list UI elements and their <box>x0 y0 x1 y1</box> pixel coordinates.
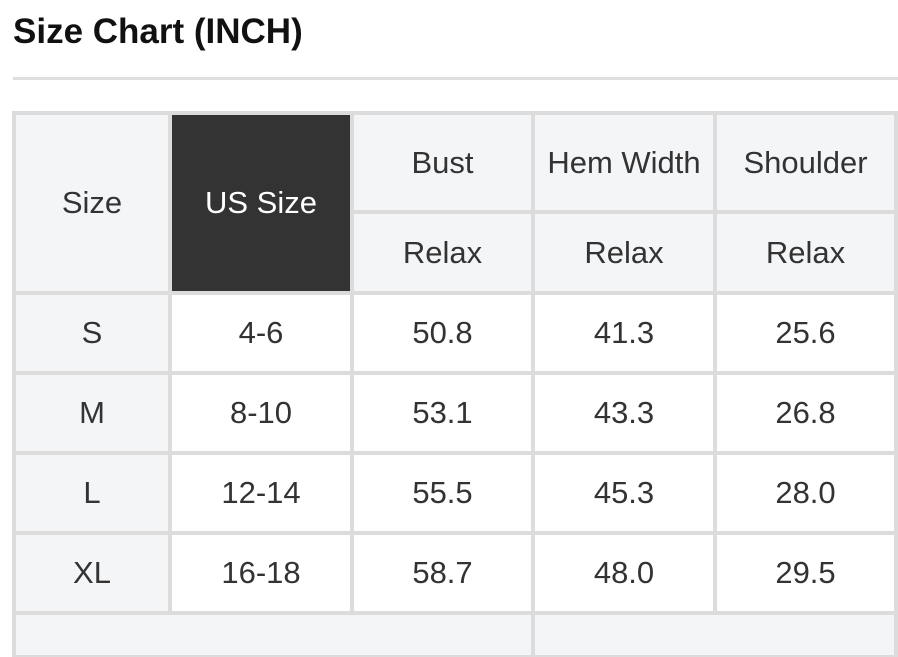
table-cell: 4-6 <box>168 291 354 375</box>
page-title: Size Chart (INCH) <box>13 12 303 51</box>
size-chart-table: Size US Size Bust Hem Width Shoulder Rel… <box>12 111 898 657</box>
divider <box>13 77 898 80</box>
table-cell: 58.7 <box>350 531 535 615</box>
header-size: Size <box>12 111 172 295</box>
table-cell: 16-18 <box>168 531 354 615</box>
header-bust: Bust <box>350 111 535 214</box>
size-label-cell: S <box>12 291 172 375</box>
header-hem-width: Hem Width <box>531 111 717 214</box>
table-cell <box>12 611 535 657</box>
table-cell: 53.1 <box>350 371 535 455</box>
table-cell: 8-10 <box>168 371 354 455</box>
table-cell: 55.5 <box>350 451 535 535</box>
subheader-relax: Relax <box>531 210 717 295</box>
table-cell: 48.0 <box>531 531 717 615</box>
size-label-cell: M <box>12 371 172 455</box>
subheader-relax: Relax <box>350 210 535 295</box>
size-label-cell: L <box>12 451 172 535</box>
table-row-partial <box>12 611 898 657</box>
table-cell: 29.5 <box>713 531 898 615</box>
table-row: S 4-6 50.8 41.3 25.6 <box>12 291 898 375</box>
table-cell <box>531 611 898 657</box>
table-row: L 12-14 55.5 45.3 28.0 <box>12 451 898 535</box>
table-cell: 26.8 <box>713 371 898 455</box>
table-cell: 41.3 <box>531 291 717 375</box>
header-shoulder: Shoulder <box>713 111 898 214</box>
table-row: M 8-10 53.1 43.3 26.8 <box>12 371 898 455</box>
subheader-relax: Relax <box>713 210 898 295</box>
table-row: XL 16-18 58.7 48.0 29.5 <box>12 531 898 615</box>
header-us-size: US Size <box>168 111 354 295</box>
table-cell: 28.0 <box>713 451 898 535</box>
table-cell: 12-14 <box>168 451 354 535</box>
table-cell: 25.6 <box>713 291 898 375</box>
table-cell: 43.3 <box>531 371 717 455</box>
size-label-cell: XL <box>12 531 172 615</box>
table-cell: 50.8 <box>350 291 535 375</box>
table-cell: 45.3 <box>531 451 717 535</box>
